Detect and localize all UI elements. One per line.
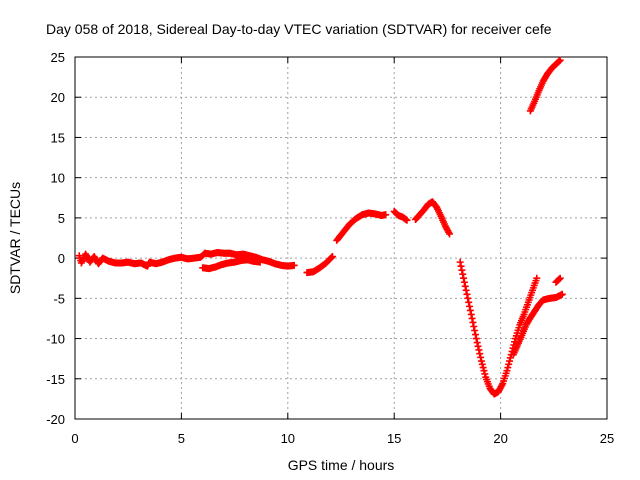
y-tick-label: 20 [51, 90, 65, 105]
data-point [533, 274, 541, 282]
data-point [466, 302, 474, 310]
data-point [477, 357, 485, 365]
data-point [470, 322, 478, 330]
data-point [469, 318, 477, 326]
data-point [460, 274, 468, 282]
y-tick-label: 10 [51, 171, 65, 186]
data-point [473, 339, 481, 347]
data-point [256, 258, 264, 266]
data-point [462, 286, 470, 294]
data-point [382, 211, 390, 219]
data-point [465, 298, 473, 306]
grid-layer [75, 57, 607, 419]
data-point [464, 294, 472, 302]
data-point [556, 274, 564, 282]
data-point [460, 278, 468, 286]
y-tick-label: -20 [46, 412, 65, 427]
x-tick-label: 20 [493, 431, 507, 446]
data-point [475, 346, 483, 354]
data-point [477, 353, 485, 361]
y-tick-label: -5 [53, 291, 65, 306]
x-tick-label: 5 [178, 431, 185, 446]
data-point [328, 253, 336, 261]
x-tick-label: 15 [387, 431, 401, 446]
data-point [466, 306, 474, 314]
y-axis-title: SDTVAR / TECUs [7, 182, 23, 294]
data-point [461, 282, 469, 290]
data-point [506, 357, 514, 365]
y-tick-label: 5 [58, 211, 65, 226]
x-tick-label: 0 [71, 431, 78, 446]
data-point [471, 331, 479, 339]
data-point [555, 57, 563, 65]
x-axis-ticks: 0 5 10 15 20 25 [71, 57, 614, 446]
data-point [446, 230, 454, 238]
data-point [503, 367, 511, 375]
y-tick-label: -15 [46, 372, 65, 387]
data-point [290, 261, 298, 269]
data-point [458, 266, 466, 274]
data-point [468, 314, 476, 322]
data-points [75, 56, 566, 398]
y-tick-label: 0 [58, 251, 65, 266]
data-point [457, 262, 465, 270]
x-tick-label: 10 [281, 431, 295, 446]
data-point [459, 270, 467, 278]
plot-frame [74, 56, 608, 420]
x-axis-title: GPS time / hours [288, 457, 395, 473]
y-axis-ticks: -20 -15 -10 -5 0 5 10 15 20 25 [46, 50, 607, 427]
data-point [479, 364, 487, 372]
data-point [480, 367, 488, 375]
data-point [467, 310, 475, 318]
y-tick-label: -10 [46, 332, 65, 347]
data-point [478, 360, 486, 368]
data-point [481, 370, 489, 378]
data-point [456, 258, 464, 266]
y-tick-label: 15 [51, 130, 65, 145]
data-point [476, 350, 484, 358]
data-point [403, 216, 411, 224]
data-point [556, 56, 564, 64]
data-point [555, 275, 563, 283]
data-point [472, 335, 480, 343]
data-point [504, 364, 512, 372]
data-point [505, 360, 513, 368]
chart-title: Day 058 of 2018, Sidereal Day-to-day VTE… [46, 21, 552, 37]
data-point [463, 290, 471, 298]
data-point [474, 342, 482, 350]
data-point [328, 253, 336, 261]
x-tick-label: 25 [600, 431, 614, 446]
data-point [471, 327, 479, 335]
data-point [558, 290, 566, 298]
y-tick-label: 25 [51, 50, 65, 65]
